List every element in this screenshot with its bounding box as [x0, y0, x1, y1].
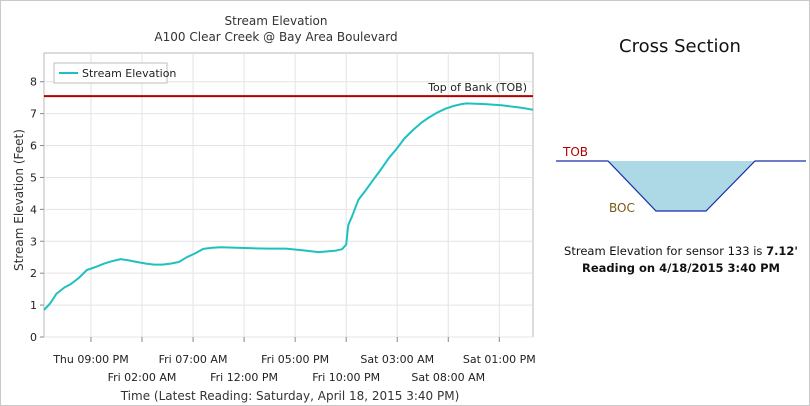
- reading-line-1: Stream Elevation for sensor 133 is 7.12': [556, 243, 806, 260]
- boc-label: BOC: [609, 201, 635, 215]
- legend-label-stream-elevation: Stream Elevation: [82, 67, 176, 80]
- y-tick-label: 6: [30, 140, 37, 153]
- channel-bank-line: [556, 160, 806, 212]
- latest-reading: Stream Elevation for sensor 133 is 7.12'…: [556, 243, 806, 277]
- y-tick-label: 5: [30, 171, 37, 184]
- legend-box: [53, 62, 168, 84]
- reading-timestamp: Reading on 4/18/2015 3:40 PM: [582, 261, 780, 275]
- x-tick-label: Thu 09:00 PM: [52, 353, 128, 366]
- x-tick-label: Fri 10:00 PM: [312, 371, 380, 384]
- y-tick-label: 2: [30, 267, 37, 280]
- series-line-stream-elevation: [43, 102, 534, 311]
- y-tick-label: 1: [30, 299, 37, 312]
- y-tick-label: 7: [30, 108, 37, 121]
- annotations: Top of Bank (TOB): [44, 81, 533, 98]
- y-axis: 0 1 2 3 4 5 6 7 8: [30, 76, 44, 344]
- reading-value: 7.12': [766, 244, 798, 258]
- tob-annotation-label: Top of Bank (TOB): [427, 81, 527, 94]
- x-tick-label: Fri 05:00 PM: [261, 353, 329, 366]
- y-tick-label: 4: [30, 203, 37, 216]
- chart-title: Stream Elevation: [225, 14, 328, 28]
- tob-label: TOB: [562, 145, 588, 159]
- x-tick-label: Fri 12:00 PM: [210, 371, 278, 384]
- chart-subtitle: A100 Clear Creek @ Bay Area Boulevard: [154, 30, 397, 44]
- x-tick-label: Sat 03:00 AM: [360, 353, 434, 366]
- y-tick-label: 8: [30, 76, 37, 89]
- y-axis-title: Stream Elevation (Feet): [12, 129, 26, 271]
- x-tick-label: Sat 01:00 PM: [463, 353, 536, 366]
- x-axis-title: Time (Latest Reading: Saturday, April 18…: [120, 389, 460, 403]
- reading-prefix: Stream Elevation for sensor 133 is: [564, 244, 767, 258]
- cross-section-diagram: TOB BOC: [556, 145, 806, 215]
- x-tick-label: Sat 08:00 AM: [411, 371, 485, 384]
- x-tick-label: Fri 07:00 AM: [159, 353, 228, 366]
- x-tick-label: Fri 02:00 AM: [108, 371, 177, 384]
- y-tick-label: 0: [30, 331, 37, 344]
- y-tick-label: 3: [30, 235, 37, 248]
- plot-area: [43, 52, 534, 338]
- cross-section-title: Cross Section: [619, 36, 741, 57]
- x-axis: Thu 09:00 PM Fri 02:00 AM Fri 07:00 AM Fri …: [52, 337, 536, 384]
- series-layer: [43, 102, 534, 311]
- legend: Stream Elevation: [53, 62, 176, 84]
- grid: [44, 53, 533, 338]
- stream-elevation-chart: Stream Elevation A100 Clear Creek @ Bay …: [12, 14, 536, 403]
